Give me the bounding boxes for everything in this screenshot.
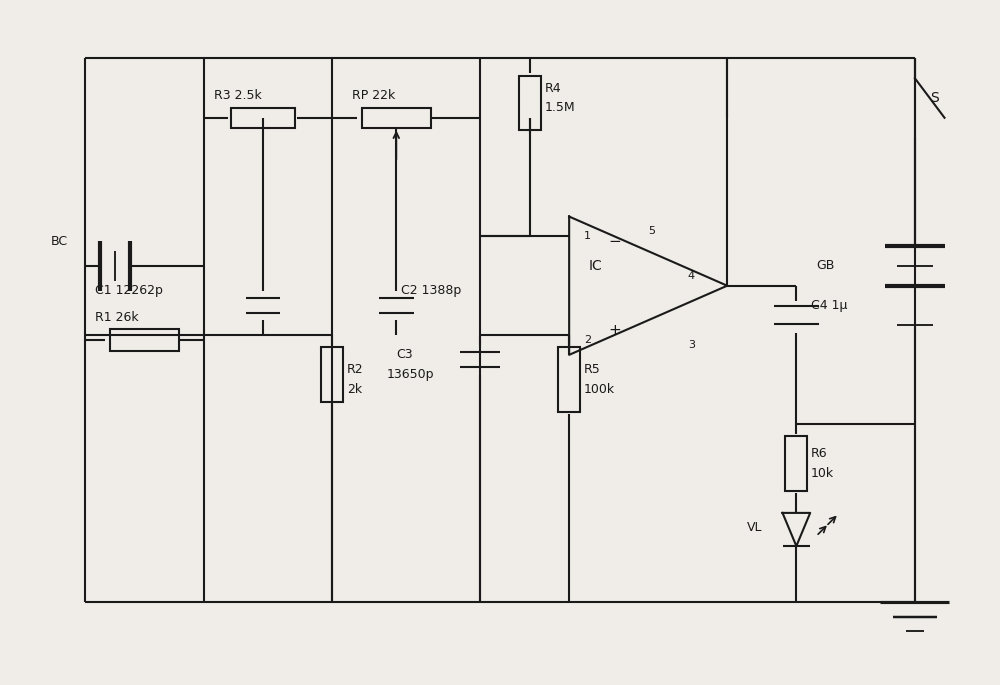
Text: 4: 4 bbox=[688, 271, 695, 281]
Text: 10k: 10k bbox=[811, 467, 834, 480]
Bar bbox=[558, 347, 580, 412]
Text: BC: BC bbox=[51, 235, 68, 248]
Text: R3 2.5k: R3 2.5k bbox=[214, 88, 261, 101]
Text: 1.5M: 1.5M bbox=[544, 101, 575, 114]
Bar bbox=[362, 108, 431, 127]
Text: C2 1388p: C2 1388p bbox=[401, 284, 461, 297]
Text: C4 1μ: C4 1μ bbox=[811, 299, 848, 312]
Bar bbox=[785, 436, 807, 490]
Text: C1 12262p: C1 12262p bbox=[95, 284, 163, 297]
Text: 1: 1 bbox=[584, 232, 591, 241]
Text: 100k: 100k bbox=[584, 383, 615, 396]
Text: S: S bbox=[930, 91, 938, 105]
Text: R4: R4 bbox=[544, 82, 561, 95]
Bar bbox=[231, 108, 295, 127]
Bar bbox=[321, 347, 343, 402]
Bar bbox=[519, 76, 541, 130]
Text: 2k: 2k bbox=[347, 383, 362, 396]
Text: IC: IC bbox=[589, 259, 603, 273]
Text: R6: R6 bbox=[811, 447, 828, 460]
Text: GB: GB bbox=[816, 260, 834, 273]
Text: VL: VL bbox=[747, 521, 762, 534]
Text: 13650p: 13650p bbox=[386, 368, 434, 381]
Text: 5: 5 bbox=[648, 226, 655, 236]
Text: 2: 2 bbox=[584, 335, 591, 345]
Text: RP 22k: RP 22k bbox=[352, 88, 395, 101]
Text: R1 26k: R1 26k bbox=[95, 311, 139, 324]
Bar bbox=[110, 329, 179, 351]
Text: C3: C3 bbox=[396, 349, 413, 362]
Text: −: − bbox=[609, 234, 621, 249]
Text: +: + bbox=[609, 323, 621, 338]
Text: R5: R5 bbox=[584, 363, 601, 376]
Text: 3: 3 bbox=[688, 340, 695, 350]
Text: R2: R2 bbox=[347, 363, 364, 376]
